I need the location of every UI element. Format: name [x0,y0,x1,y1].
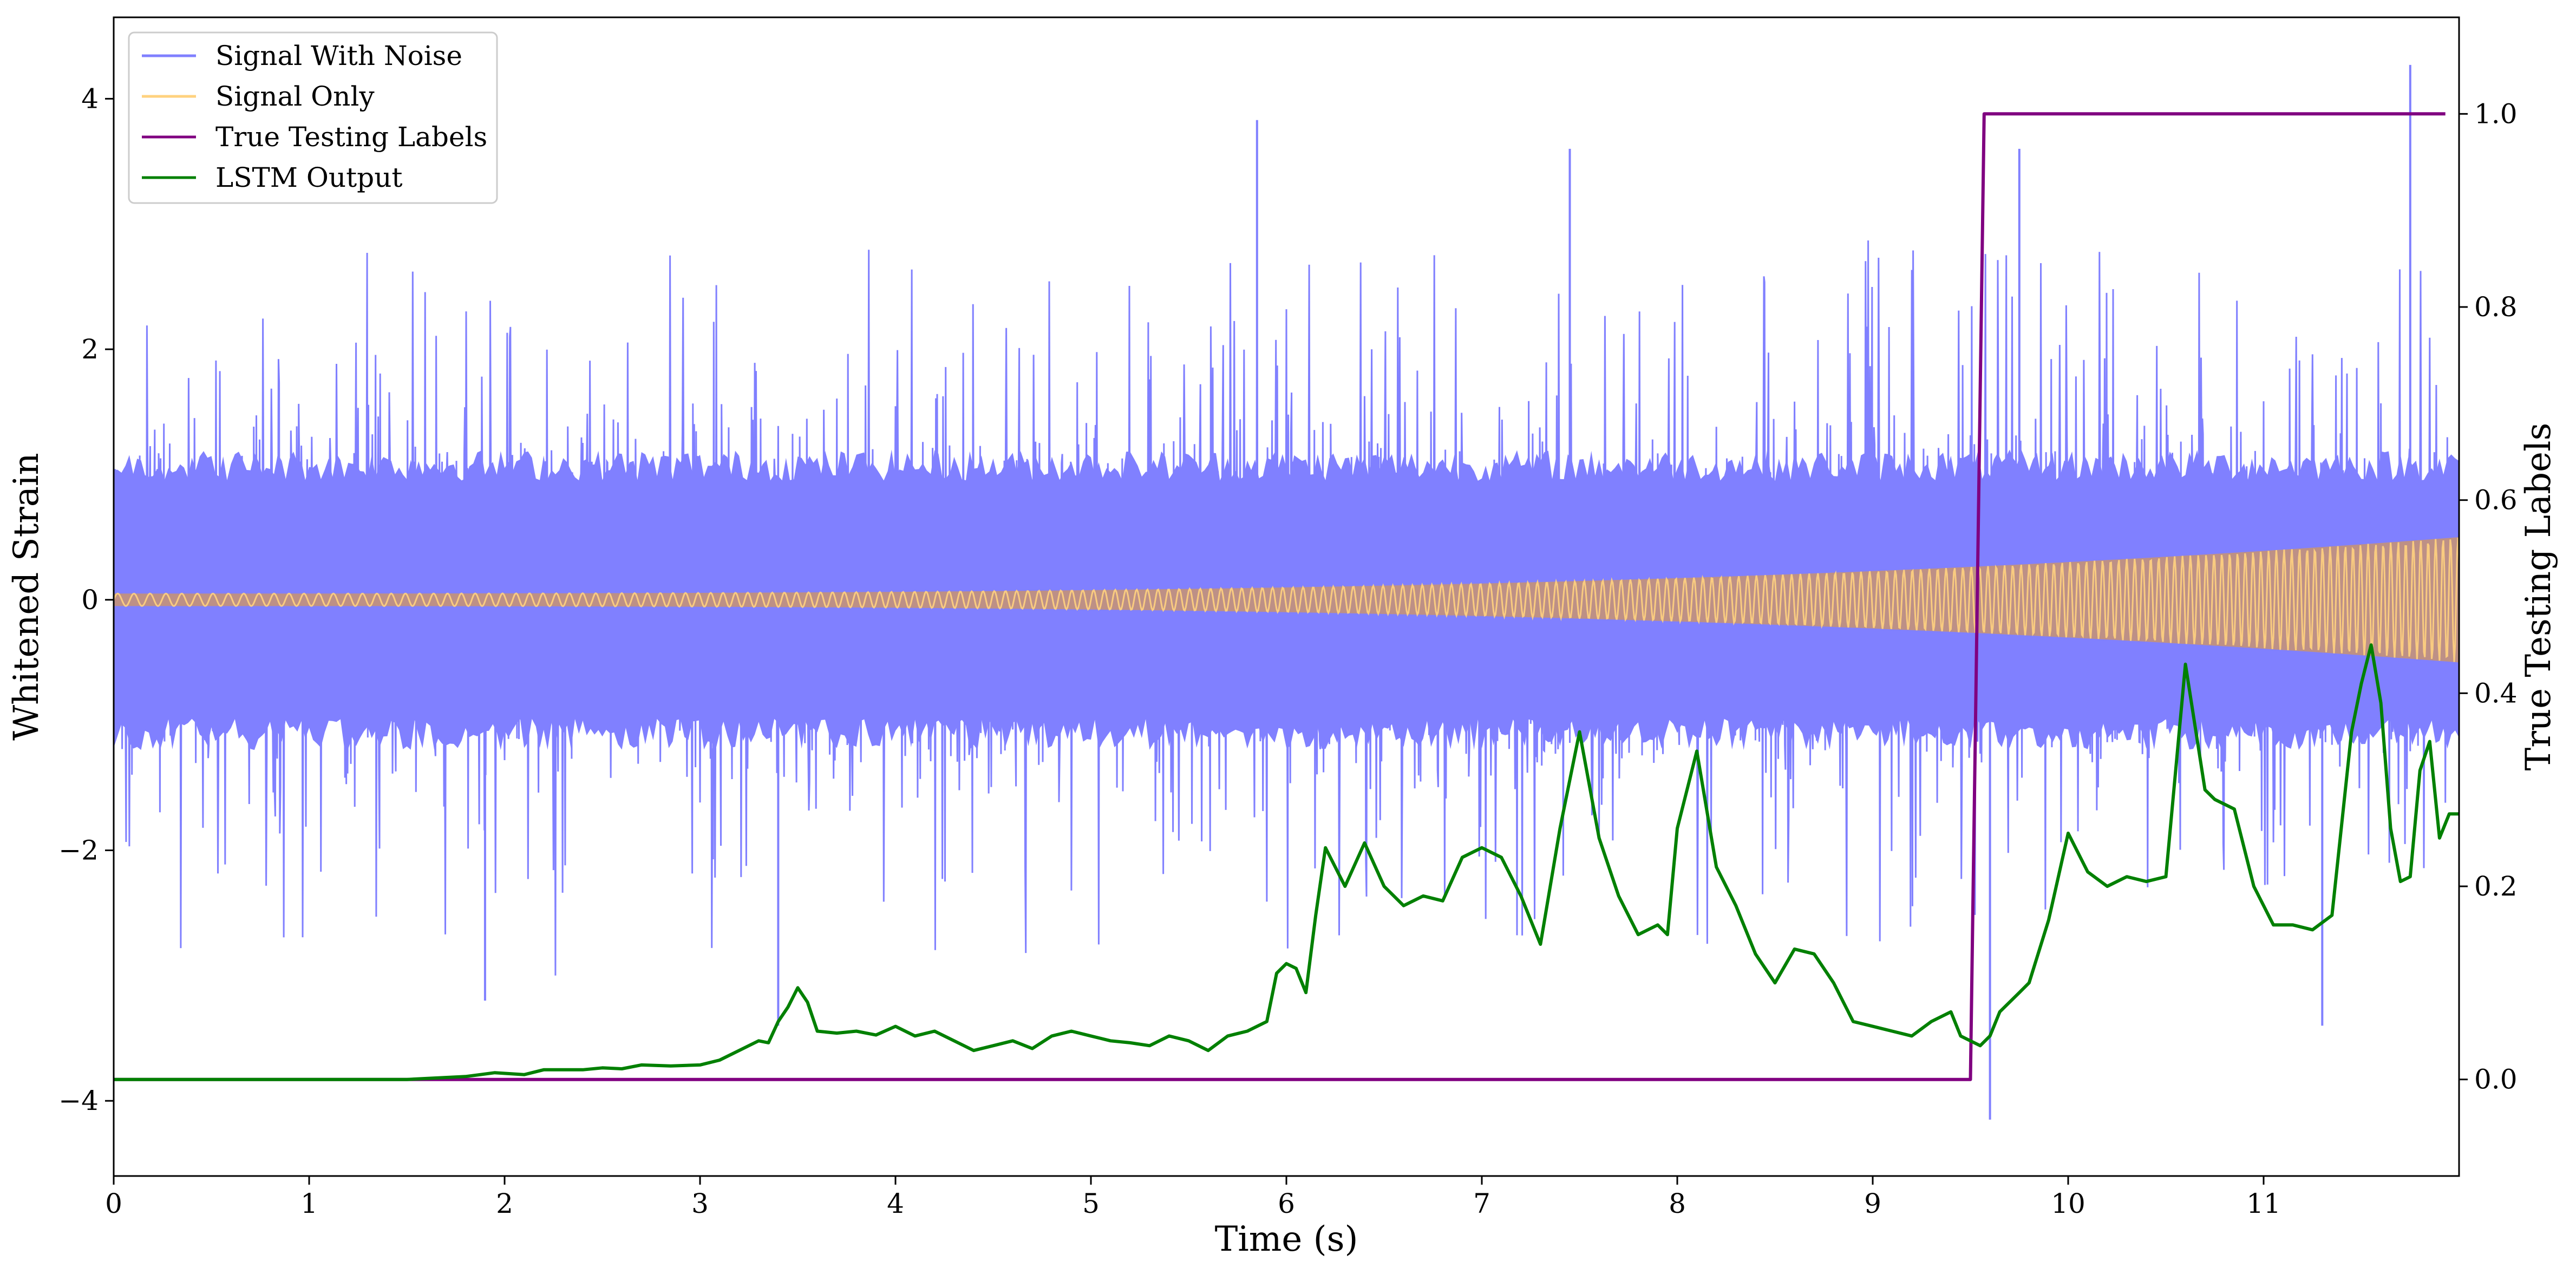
y-right-tick-label: 0.8 [2474,291,2518,323]
y-left-tick-label: 4 [81,83,99,114]
x-tick-label: 5 [1082,1188,1100,1219]
x-tick-label: 4 [887,1188,904,1219]
y-right-tick-label: 0.4 [2474,677,2518,709]
y-right-tick-label: 0.2 [2474,871,2518,902]
series-signal-only [114,537,2459,663]
legend-label-lstm-output: LSTM Output [215,162,402,193]
y-left-tick-label: 0 [81,584,99,616]
x-tick-label: 7 [1473,1188,1490,1219]
x-axis: 0 1 2 3 4 5 6 7 8 9 10 11 [105,1176,2281,1219]
x-axis-label: Time (s) [1215,1219,1358,1259]
legend-label-signal-only: Signal Only [215,81,375,112]
signal-only-line [114,537,2459,662]
x-tick-label: 11 [2246,1188,2281,1219]
x-tick-label: 2 [496,1188,513,1219]
y-right-tick-label: 0.6 [2474,485,2518,516]
x-tick-label: 8 [1669,1188,1686,1219]
y-right-tick-label: 0.0 [2474,1064,2518,1095]
y-axis-left: 4 2 0 −2 −4 [58,83,114,1116]
y-axis-left-label: Whitened Strain [6,453,47,740]
x-tick-label: 9 [1864,1188,1881,1219]
x-tick-label: 3 [691,1188,709,1219]
legend-box [128,31,498,204]
x-tick-label: 10 [2051,1188,2085,1219]
x-tick-label: 0 [105,1188,122,1219]
signal-only-envelope [114,537,2459,663]
x-tick-label: 6 [1278,1188,1295,1219]
x-tick-label: 1 [300,1188,318,1219]
y-left-tick-label: −4 [58,1085,99,1116]
y-left-tick-label: −2 [58,834,99,866]
y-axis-right: 1.0 0.8 0.6 0.4 0.2 0.0 [2459,98,2518,1095]
series-lstm-output [114,643,2459,1081]
y-left-tick-label: 2 [81,334,99,365]
y-right-tick-label: 1.0 [2474,98,2518,129]
legend: Signal With Noise Signal Only True Testi… [128,31,498,204]
legend-label-true-testing-labels: True Testing Labels [215,121,487,153]
legend-label-signal-with-noise: Signal With Noise [215,40,462,71]
y-axis-right-label: True Testing Labels [2519,423,2559,771]
series-layer [114,64,2459,1120]
series-true-testing-labels [114,112,2446,1081]
